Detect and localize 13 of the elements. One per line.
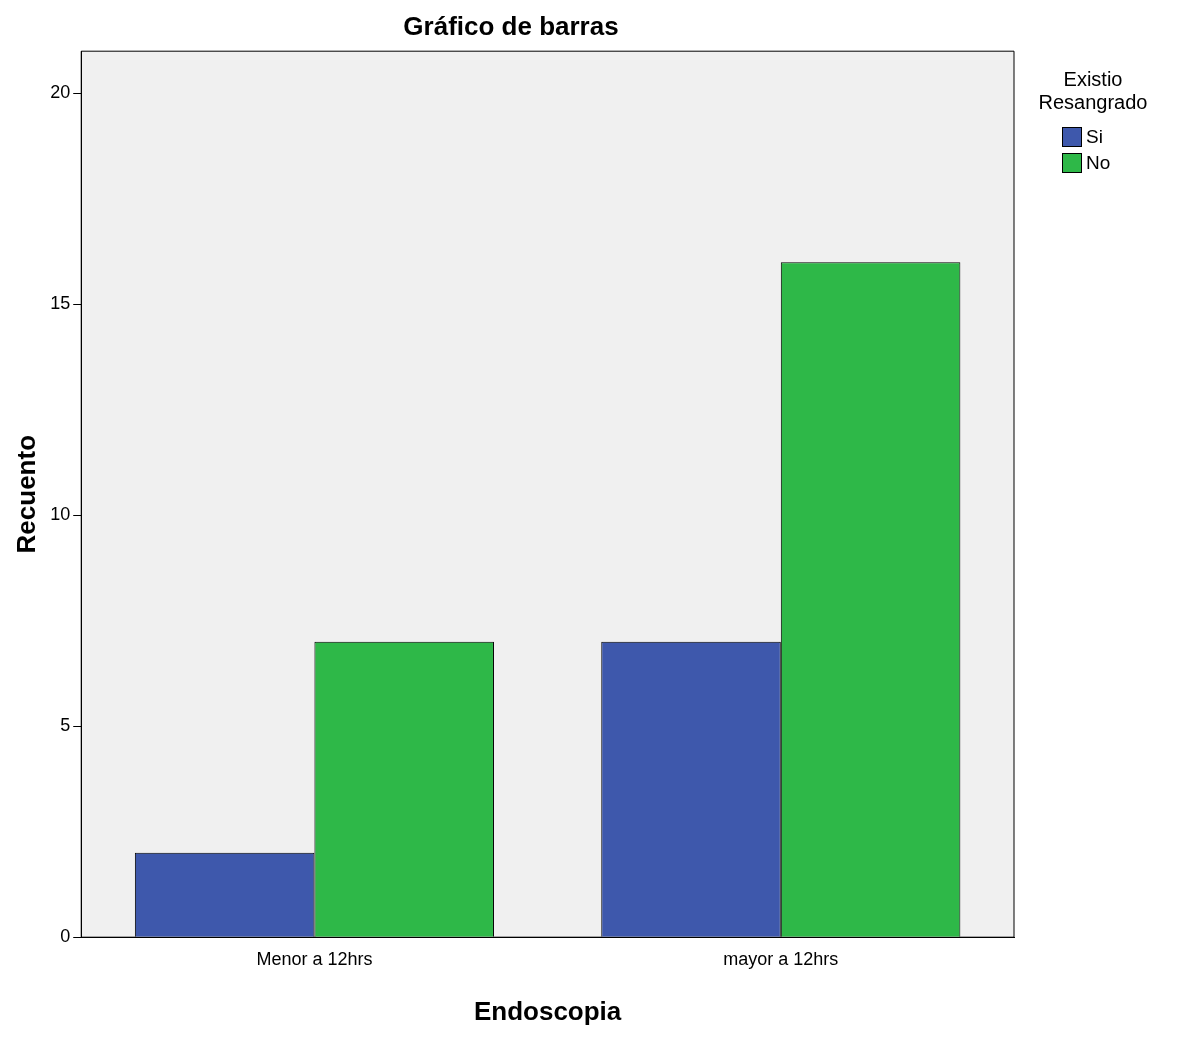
chart-title: Gráfico de barras (403, 10, 619, 41)
y-axis-title: Recuento (10, 434, 41, 554)
y-tick-label: 5 (60, 715, 71, 736)
y-tick-label: 15 (50, 293, 71, 314)
legend-label: Si (1086, 126, 1103, 148)
x-tick-label: Menor a 12hrs (256, 948, 373, 969)
legend-title: Existio Resangrado (1037, 68, 1149, 114)
y-tick-label: 10 (50, 504, 71, 525)
y-tick-label: 0 (60, 926, 71, 947)
x-axis-title: Endoscopia (473, 995, 622, 1026)
x-tick-label: mayor a 12hrs (723, 948, 839, 969)
legend-label: No (1086, 152, 1111, 174)
y-tick-label: 20 (50, 82, 71, 103)
